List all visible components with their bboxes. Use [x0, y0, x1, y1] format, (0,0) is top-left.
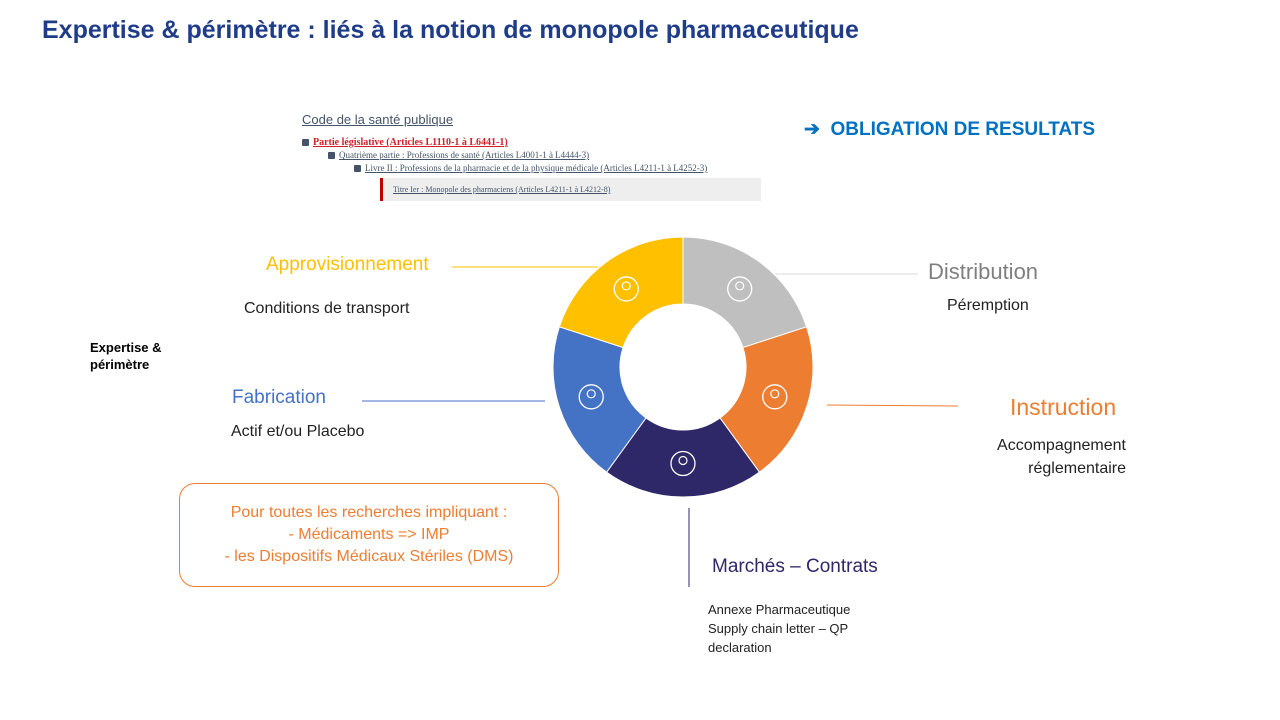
globe-people-icon-detail	[735, 281, 745, 291]
sub-marches: Annexe Pharmaceutique Supply chain lette…	[708, 602, 851, 655]
label-approvisionnement: Approvisionnement	[266, 254, 429, 275]
location-person-icon-detail	[621, 281, 631, 291]
presentation-chart-icon	[762, 384, 788, 410]
sub-distribution: Péremption	[947, 297, 1029, 314]
label-instruction: Instruction	[1010, 394, 1117, 420]
segment-fabrication	[552, 326, 647, 473]
location-person-icon	[613, 276, 639, 302]
code-item: Quatrième partie : Professions de santé …	[328, 150, 589, 160]
segment-marches	[605, 417, 761, 498]
code-item: Partie législative (Articles L1110-1 à L…	[302, 137, 508, 148]
segment-approvisionnement	[558, 236, 684, 349]
code-item: Titre Ier : Monopole des pharmaciens (Ar…	[393, 185, 611, 194]
note-line: Pour toutes les recherches impliquant :	[230, 504, 508, 521]
scope-note-box: Pour toutes les recherches impliquant : …	[179, 483, 559, 587]
speaker-audience-icon	[578, 384, 604, 410]
collapse-icon	[354, 165, 361, 173]
label-marches: Marchés – Contrats	[712, 556, 878, 577]
globe-people-icon	[727, 276, 753, 302]
slide-title: Expertise & périmètre : liés à la notion…	[42, 16, 859, 44]
sub-instruction: Accompagnement réglementaire	[997, 437, 1126, 477]
sub-fabrication: Actif et/ou Placebo	[231, 423, 365, 440]
segment-distribution	[682, 236, 808, 349]
side-label: Expertise & périmètre	[90, 340, 162, 372]
code-item: Livre II : Professions de la pharmacie e…	[354, 163, 707, 173]
note-line: - les Dispositifs Médicaux Stériles (DMS…	[224, 548, 514, 565]
obligation-callout: ➔ OBLIGATION DE RESULTATS	[804, 118, 1095, 141]
label-fabrication: Fabrication	[232, 387, 326, 408]
collapse-icon	[302, 139, 309, 147]
note-line: - Médicaments => IMP	[288, 526, 450, 543]
raised-fists-icon	[670, 450, 696, 477]
connector-line	[826, 404, 959, 407]
label-distribution: Distribution	[928, 259, 1039, 284]
speaker-audience-icon-detail	[586, 389, 596, 399]
obligation-text: OBLIGATION DE RESULTATS	[830, 119, 1096, 140]
raised-fists-icon-detail	[678, 455, 688, 466]
segment-instruction	[719, 326, 814, 473]
arrow-right-icon: ➔	[804, 119, 820, 140]
presentation-chart-icon-detail	[770, 389, 780, 399]
sub-approvisionnement: Conditions de transport	[244, 300, 410, 317]
collapse-icon	[328, 152, 335, 160]
code-heading: Code de la santé publique	[302, 112, 454, 127]
code-sante-screenshot: Code de la santé publique Partie législa…	[300, 110, 761, 202]
